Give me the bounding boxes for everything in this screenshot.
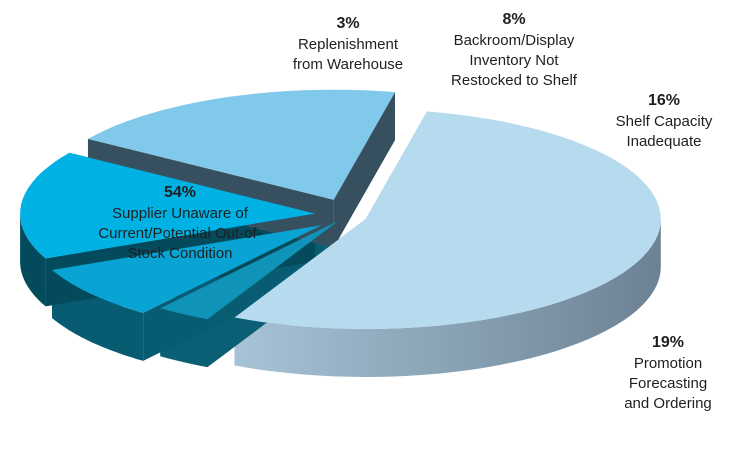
pie-slice [160, 220, 339, 320]
slice-rim [234, 219, 661, 377]
slice-category: Stock Condition [127, 245, 232, 262]
pie-slice [20, 152, 316, 259]
slice-rim [20, 213, 46, 307]
slice-percent: 19% [652, 334, 684, 351]
pie-slice [234, 111, 661, 330]
slice-category: from Warehouse [293, 56, 403, 73]
slice-category: Shelf Capacity [616, 113, 713, 130]
slice-labels: 54% Supplier Unaware of Current/Potential … [98, 11, 713, 412]
slice-label: 16% Shelf Capacity Inadequate [616, 92, 713, 150]
slice-category: Restocked to Shelf [451, 72, 578, 89]
slice-label: 3% Replenishment from Warehouse [293, 15, 403, 73]
pie-slice [88, 89, 395, 200]
slice-label: 19% Promotion Forecasting and Ordering [624, 334, 712, 412]
slice-percent: 16% [648, 92, 680, 109]
slice-category: Inventory Not [469, 52, 559, 69]
slice-tops [20, 89, 661, 330]
slice-percent: 3% [336, 15, 359, 32]
slice-cut-face [333, 92, 395, 248]
slice-category: Promotion [634, 355, 702, 372]
slice-label: 54% Supplier Unaware of Current/Potential … [98, 184, 261, 262]
slice-percent: 54% [164, 184, 196, 201]
slice-category: Current/Potential Out-of- [98, 225, 261, 242]
slice-category: Supplier Unaware of [112, 205, 249, 222]
slice-percent: 8% [502, 11, 525, 28]
pie-slice [52, 225, 322, 313]
slice-category: and Ordering [624, 395, 712, 412]
slice-category: Inadequate [626, 133, 701, 150]
slice-category: Backroom/Display [454, 32, 575, 49]
slice-category: Replenishment [298, 36, 399, 53]
slice-label: 8% Backroom/Display Inventory Not Restocked… [451, 11, 578, 89]
slice-category: Forecasting [629, 375, 707, 392]
